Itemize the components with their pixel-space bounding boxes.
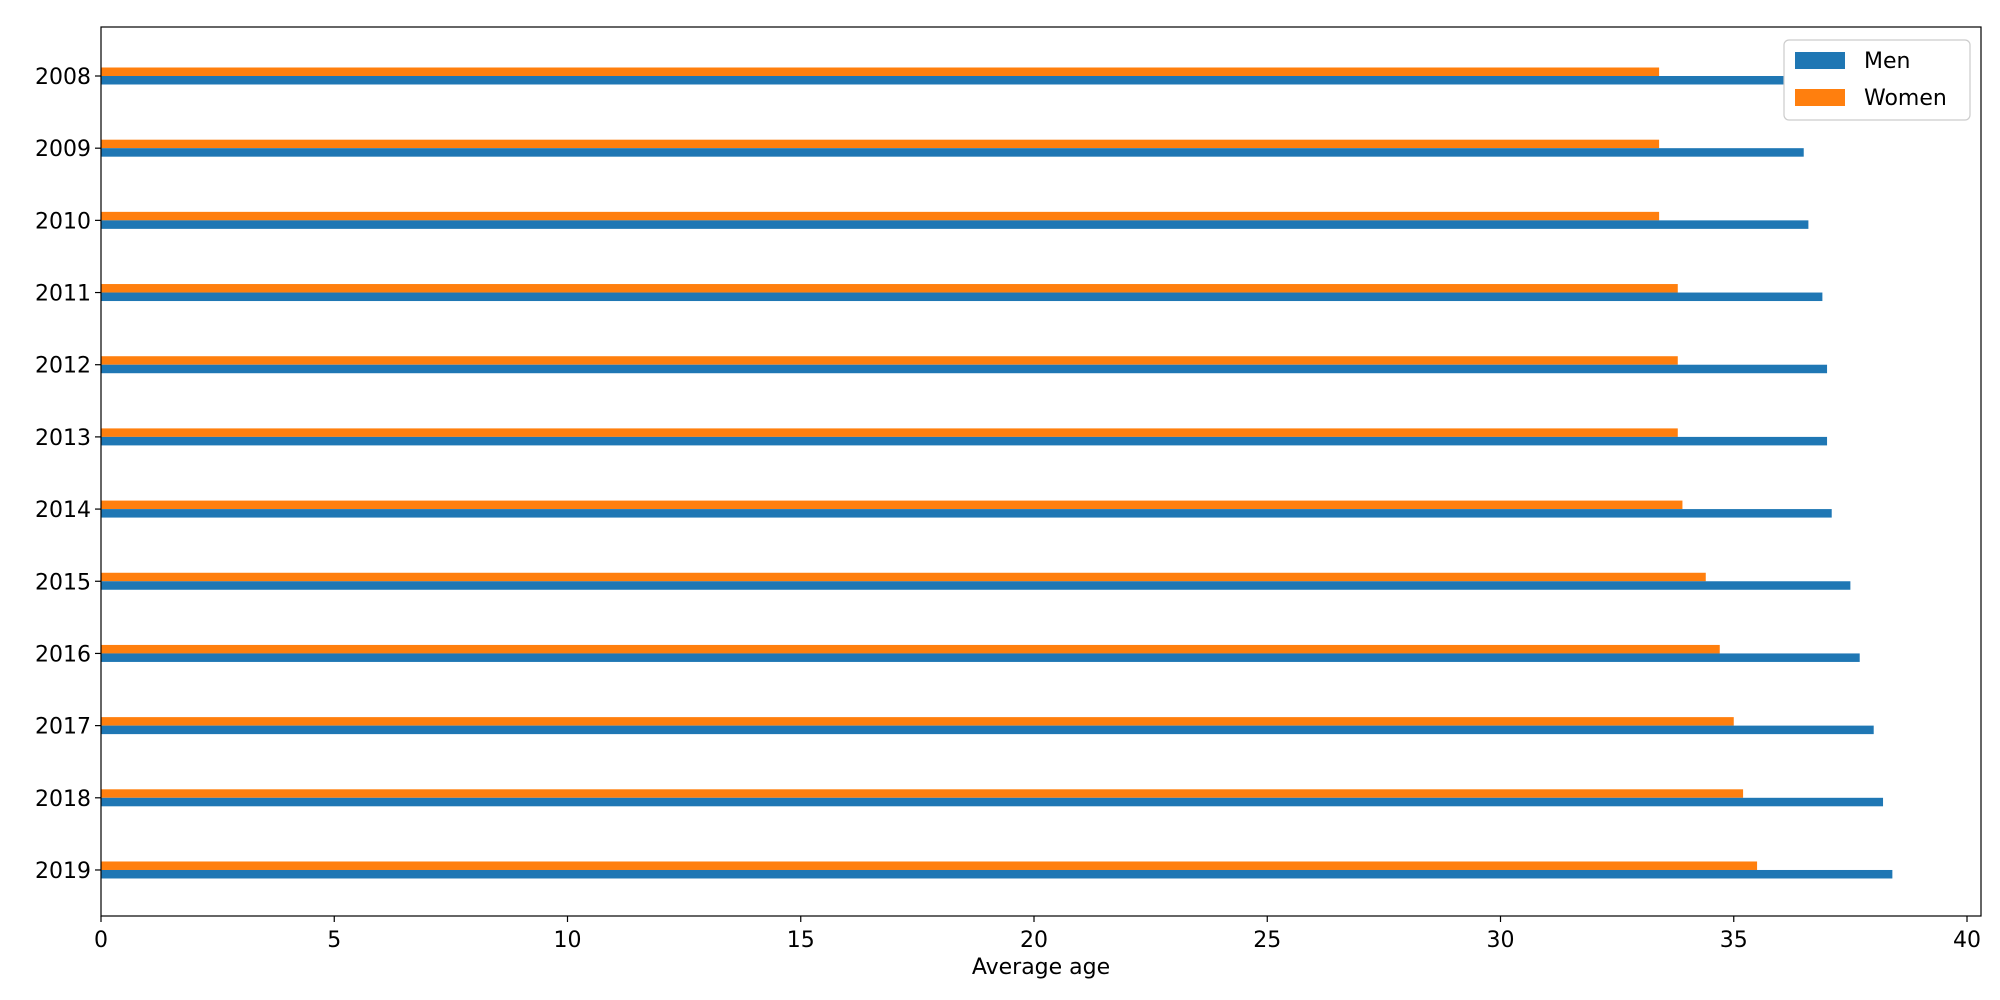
x-axis-label: Average age bbox=[972, 955, 1110, 980]
bar-women-2015 bbox=[101, 572, 1706, 582]
plot-frame bbox=[100, 26, 1982, 917]
bar-men-2018 bbox=[101, 797, 1884, 807]
y-axis-ticks: 2008 2009 2010 2011 2012 2013 2014 2015 2016 2017… bbox=[35, 65, 101, 884]
plot-background bbox=[101, 27, 1981, 916]
legend-label-women: Women bbox=[1864, 86, 1947, 111]
x-tick-label: 20 bbox=[1020, 928, 1048, 953]
bar-men-2013 bbox=[101, 436, 1828, 446]
bar-men-2015 bbox=[101, 581, 1851, 590]
y-tick-label: 2015 bbox=[35, 570, 91, 595]
bar-women-2017 bbox=[101, 717, 1734, 726]
y-tick-label: 2018 bbox=[35, 787, 91, 812]
bar-women-2013 bbox=[101, 428, 1678, 437]
bar-men-2011 bbox=[101, 292, 1823, 302]
y-tick-label: 2011 bbox=[35, 282, 91, 307]
y-tick-label: 2009 bbox=[35, 137, 91, 162]
x-tick-label: 30 bbox=[1487, 928, 1515, 953]
bar-men-2017 bbox=[101, 725, 1874, 735]
y-tick-label: 2012 bbox=[35, 354, 91, 379]
bar-women-2018 bbox=[101, 789, 1744, 798]
bar-men-2009 bbox=[101, 148, 1804, 157]
bar-men-2016 bbox=[101, 653, 1860, 662]
bar-women-2010 bbox=[101, 211, 1660, 221]
legend-swatch-women bbox=[1795, 89, 1845, 106]
x-tick-label: 25 bbox=[1253, 928, 1281, 953]
y-tick-label: 2019 bbox=[35, 859, 91, 884]
y-tick-label: 2016 bbox=[35, 642, 91, 667]
bar-women-2014 bbox=[101, 500, 1683, 510]
x-tick-label: 0 bbox=[94, 928, 108, 953]
bar-women-2012 bbox=[101, 356, 1678, 365]
bar-women-2016 bbox=[101, 644, 1720, 654]
legend: Men Women bbox=[1783, 39, 1971, 121]
x-axis-ticks: 0 5 10 15 20 25 30 35 40 bbox=[94, 916, 1981, 953]
bar-women-2009 bbox=[101, 139, 1660, 149]
x-tick-label: 5 bbox=[327, 928, 341, 953]
bar-women-2011 bbox=[101, 284, 1678, 293]
legend-swatch-men bbox=[1795, 52, 1845, 69]
y-tick-label: 2010 bbox=[35, 209, 91, 234]
x-tick-label: 10 bbox=[554, 928, 582, 953]
x-tick-label: 40 bbox=[1953, 928, 1981, 953]
bars-layer bbox=[101, 67, 1893, 879]
bar-men-2010 bbox=[101, 220, 1809, 229]
x-tick-label: 15 bbox=[787, 928, 815, 953]
y-tick-label: 2014 bbox=[35, 498, 91, 523]
bar-men-2008 bbox=[101, 76, 1800, 85]
x-tick-label: 35 bbox=[1720, 928, 1748, 953]
bar-women-2008 bbox=[101, 67, 1660, 76]
y-tick-label: 2017 bbox=[35, 715, 91, 740]
bar-women-2019 bbox=[101, 861, 1758, 870]
y-tick-label: 2008 bbox=[35, 65, 91, 90]
legend-label-men: Men bbox=[1864, 49, 1910, 74]
bar-men-2019 bbox=[101, 869, 1893, 879]
y-tick-label: 2013 bbox=[35, 426, 91, 451]
bar-men-2014 bbox=[101, 509, 1832, 518]
bar-men-2012 bbox=[101, 364, 1828, 374]
